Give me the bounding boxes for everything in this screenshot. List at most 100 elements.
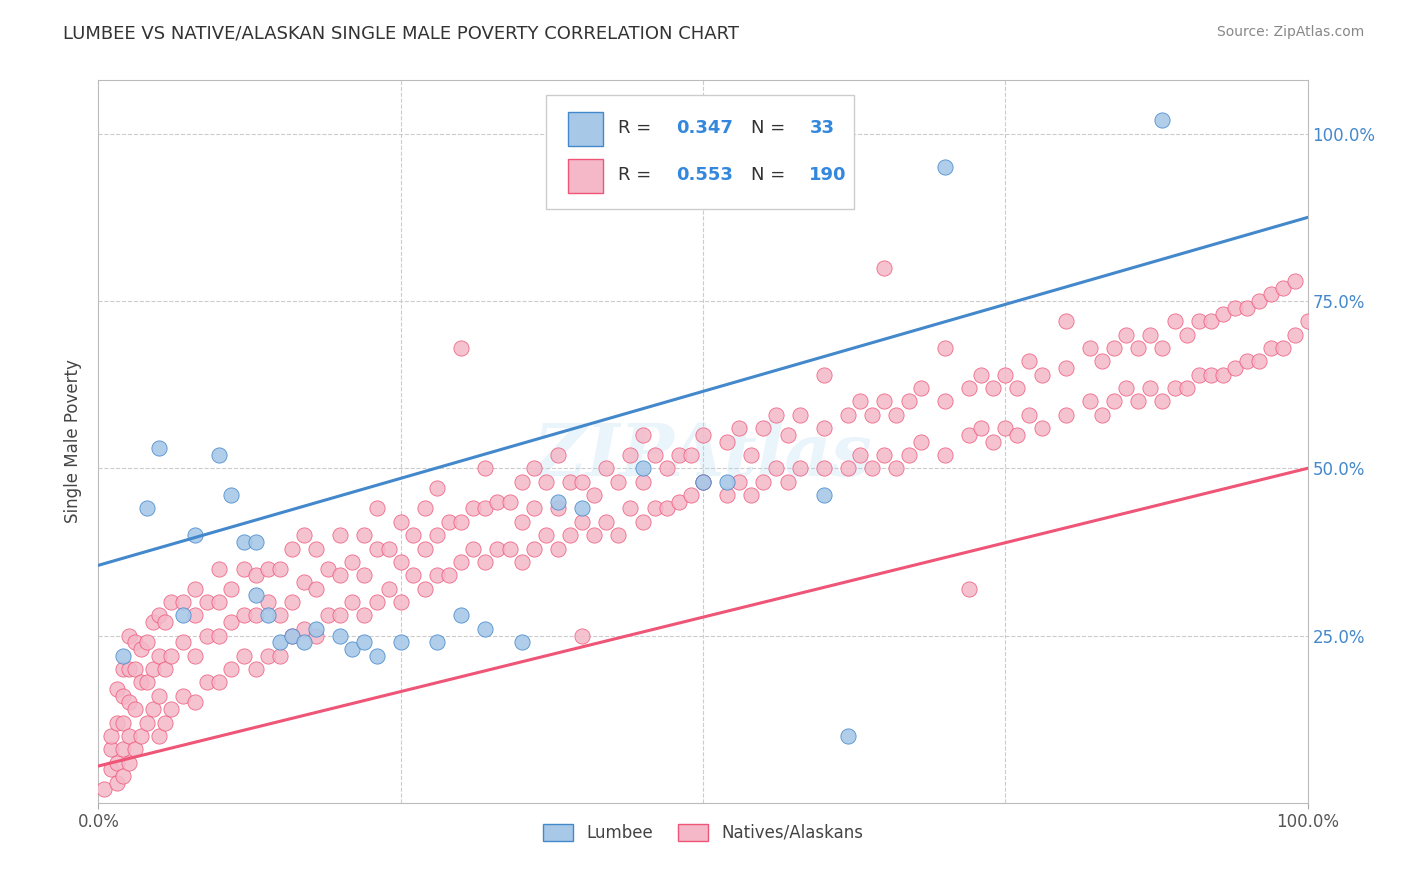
- Point: [292, 622, 315, 636]
- Point: [1139, 381, 1161, 395]
- Point: [413, 582, 436, 596]
- Point: [118, 696, 141, 710]
- Point: [342, 642, 364, 657]
- Point: [1152, 113, 1174, 128]
- Point: [571, 501, 593, 516]
- Point: [837, 408, 859, 422]
- Point: [1115, 327, 1137, 342]
- Point: [498, 494, 520, 508]
- Point: [208, 628, 231, 642]
- Text: N =: N =: [751, 166, 792, 185]
- Point: [981, 381, 1004, 395]
- Point: [353, 608, 375, 623]
- Point: [910, 434, 932, 449]
- Text: 33: 33: [810, 120, 834, 137]
- Point: [510, 515, 533, 529]
- Legend: Lumbee, Natives/Alaskans: Lumbee, Natives/Alaskans: [536, 817, 870, 848]
- Point: [873, 448, 896, 462]
- Point: [316, 562, 339, 576]
- Point: [510, 555, 533, 569]
- Point: [994, 421, 1017, 435]
- Point: [860, 408, 883, 422]
- Point: [510, 635, 533, 649]
- Point: [813, 421, 835, 435]
- Point: [256, 562, 278, 576]
- Point: [1031, 368, 1053, 382]
- Text: 0.553: 0.553: [676, 166, 734, 185]
- Point: [256, 648, 278, 663]
- Point: [1236, 354, 1258, 368]
- Point: [934, 394, 956, 409]
- Point: [118, 628, 141, 642]
- Point: [1078, 341, 1101, 355]
- Point: [281, 595, 304, 609]
- Point: [232, 648, 254, 663]
- Point: [221, 488, 243, 502]
- Text: Source: ZipAtlas.com: Source: ZipAtlas.com: [1216, 25, 1364, 39]
- Point: [1199, 368, 1222, 382]
- Point: [886, 461, 908, 475]
- Point: [631, 461, 654, 475]
- Point: [644, 448, 666, 462]
- Point: [1031, 421, 1053, 435]
- Point: [232, 562, 254, 576]
- Text: 0.347: 0.347: [676, 120, 734, 137]
- Point: [1115, 381, 1137, 395]
- Point: [934, 448, 956, 462]
- Point: [474, 501, 496, 516]
- Point: [245, 568, 267, 582]
- Point: [631, 475, 654, 489]
- Point: [692, 475, 714, 489]
- Point: [195, 628, 218, 642]
- Point: [124, 742, 146, 756]
- Point: [547, 448, 569, 462]
- Point: [1223, 361, 1246, 376]
- Point: [450, 608, 472, 623]
- Point: [129, 675, 152, 690]
- Point: [437, 515, 460, 529]
- Point: [305, 582, 328, 596]
- FancyBboxPatch shape: [568, 160, 603, 193]
- Point: [776, 427, 799, 442]
- Point: [245, 662, 267, 676]
- Point: [534, 475, 557, 489]
- Point: [813, 461, 835, 475]
- Point: [1260, 287, 1282, 301]
- Point: [450, 555, 472, 569]
- Point: [135, 715, 157, 730]
- Point: [692, 427, 714, 442]
- Point: [184, 648, 207, 663]
- Point: [450, 515, 472, 529]
- Point: [292, 635, 315, 649]
- Point: [450, 341, 472, 355]
- Point: [256, 608, 278, 623]
- Point: [619, 501, 641, 516]
- Point: [135, 675, 157, 690]
- Point: [160, 595, 183, 609]
- Point: [849, 448, 872, 462]
- Point: [910, 381, 932, 395]
- Point: [389, 555, 412, 569]
- Point: [142, 662, 165, 676]
- Point: [486, 541, 509, 556]
- Point: [583, 528, 606, 542]
- Point: [595, 461, 617, 475]
- Point: [860, 461, 883, 475]
- Point: [1128, 341, 1150, 355]
- Point: [994, 368, 1017, 382]
- Point: [184, 528, 207, 542]
- Point: [679, 488, 702, 502]
- Point: [668, 494, 690, 508]
- Point: [413, 501, 436, 516]
- Point: [547, 501, 569, 516]
- Point: [813, 368, 835, 382]
- Point: [716, 488, 738, 502]
- Point: [1139, 327, 1161, 342]
- Point: [366, 501, 388, 516]
- Point: [93, 782, 115, 797]
- Point: [142, 702, 165, 716]
- Point: [413, 541, 436, 556]
- Point: [389, 635, 412, 649]
- Point: [124, 635, 146, 649]
- Point: [118, 729, 141, 743]
